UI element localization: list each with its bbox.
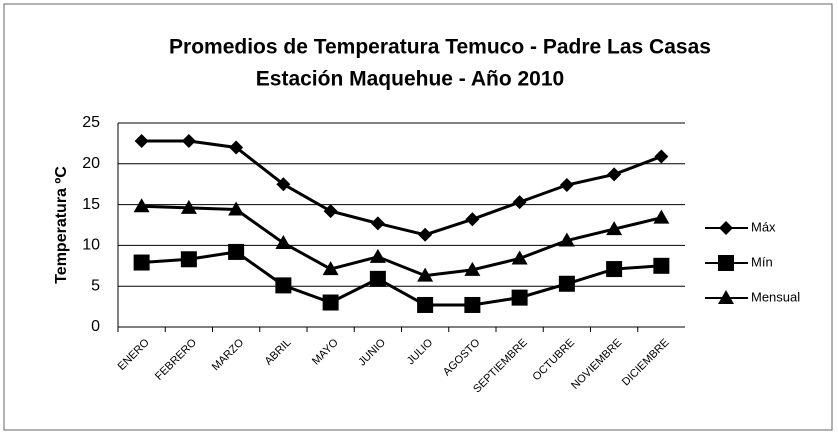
marker	[228, 243, 245, 260]
marker	[464, 296, 481, 313]
marker	[417, 296, 434, 313]
y-tick-label: 25	[82, 114, 100, 131]
marker	[134, 133, 149, 148]
y-tick-label: 20	[82, 155, 100, 172]
legend-marker	[718, 290, 734, 304]
marker	[323, 204, 338, 219]
legend-label: Máx	[751, 219, 776, 234]
marker	[181, 133, 196, 148]
marker	[465, 212, 480, 227]
chart-title: Promedios de Temperatura Temuco - Padre …	[169, 36, 711, 59]
marker	[369, 270, 386, 287]
marker	[464, 261, 481, 276]
marker	[511, 250, 528, 265]
frame	[3, 3, 833, 431]
legend-label: Mín	[751, 254, 773, 269]
marker	[180, 251, 197, 268]
marker	[653, 209, 670, 224]
marker	[275, 277, 292, 294]
marker	[322, 261, 339, 276]
series-line	[141, 139, 662, 237]
marker	[559, 178, 574, 193]
marker	[511, 289, 528, 306]
marker	[275, 234, 292, 249]
marker	[606, 261, 623, 278]
marker	[322, 294, 339, 311]
y-tick-label: 0	[91, 318, 100, 335]
marker	[558, 232, 575, 247]
marker	[228, 201, 245, 216]
marker	[370, 216, 385, 231]
marker	[653, 257, 670, 274]
marker	[276, 177, 291, 192]
marker	[418, 227, 433, 242]
marker	[229, 140, 244, 155]
y-tick-label: 5	[91, 277, 100, 294]
marker	[607, 167, 622, 182]
chart-subtitle: Estación Maquehue - Año 2010	[256, 68, 564, 91]
y-tick-label: 10	[82, 237, 100, 254]
y-axis-label: Temperatura ºC	[53, 166, 70, 284]
series-line	[141, 204, 662, 278]
marker	[417, 267, 434, 282]
legend-marker	[719, 221, 733, 235]
marker	[369, 248, 386, 263]
legend-marker	[718, 255, 734, 271]
marker	[606, 221, 623, 236]
marker	[512, 195, 527, 210]
marker	[133, 198, 150, 213]
legend-label: Mensual	[751, 289, 800, 304]
marker	[133, 254, 150, 271]
y-tick-label: 15	[82, 196, 100, 213]
marker	[654, 149, 669, 164]
marker	[180, 199, 197, 214]
marker	[558, 275, 575, 292]
